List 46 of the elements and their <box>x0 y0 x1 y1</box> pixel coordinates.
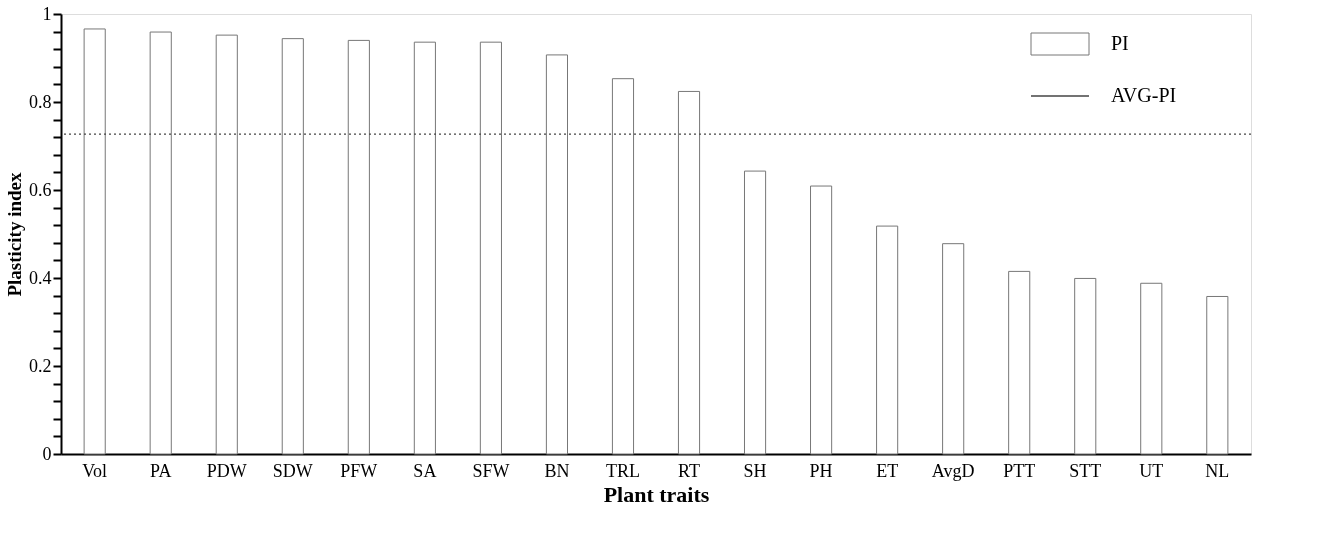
x-tick-label: UT <box>1139 460 1164 481</box>
legend-label: AVG-PI <box>1111 84 1177 106</box>
x-tick-label: STT <box>1069 460 1102 481</box>
y-tick-label: 0.6 <box>29 179 52 200</box>
x-tick-label: BN <box>544 460 570 481</box>
bar <box>876 225 899 455</box>
x-tick-label: ET <box>876 460 899 481</box>
bar <box>677 90 701 455</box>
x-tick-label: PTT <box>1003 460 1036 481</box>
bar <box>149 31 172 455</box>
x-tick-label: PH <box>809 460 833 481</box>
x-tick-label: AvgD <box>931 460 975 481</box>
y-tick-label: 1 <box>42 3 52 24</box>
x-tick-label: PFW <box>340 460 378 481</box>
bar <box>942 243 965 455</box>
x-axis-title: Plant traits <box>603 481 710 507</box>
x-tick-label: PDW <box>206 460 247 481</box>
bar <box>347 39 370 455</box>
x-tick-label: TRL <box>605 460 640 481</box>
bar <box>1140 282 1163 455</box>
x-tick-label: Vol <box>82 460 108 481</box>
bar <box>1008 270 1031 455</box>
x-tick-label: RT <box>678 460 700 481</box>
bar <box>1206 295 1229 455</box>
bar <box>1074 277 1097 455</box>
legend-label: PI <box>1111 32 1129 54</box>
y-tick-label: 0 <box>42 443 52 464</box>
bar <box>215 34 238 455</box>
bar <box>743 170 767 455</box>
bar <box>83 28 106 455</box>
x-tick-label: SDW <box>272 460 313 481</box>
y-tick-label: 0.2 <box>29 355 52 376</box>
x-tick-label: SFW <box>472 460 510 481</box>
y-tick-label: 0.8 <box>29 91 52 112</box>
bar <box>413 41 436 455</box>
x-tick-label: NL <box>1205 460 1230 481</box>
bar <box>810 185 833 455</box>
x-tick-label: SA <box>413 460 437 481</box>
bar <box>281 38 304 455</box>
bar <box>479 41 502 455</box>
x-tick-label: PA <box>150 460 172 481</box>
y-axis-title: Plasticity index <box>4 172 25 297</box>
x-tick-label: SH <box>743 460 767 481</box>
bar <box>611 78 635 455</box>
bar <box>545 54 569 455</box>
y-tick-label: 0.4 <box>29 267 52 288</box>
